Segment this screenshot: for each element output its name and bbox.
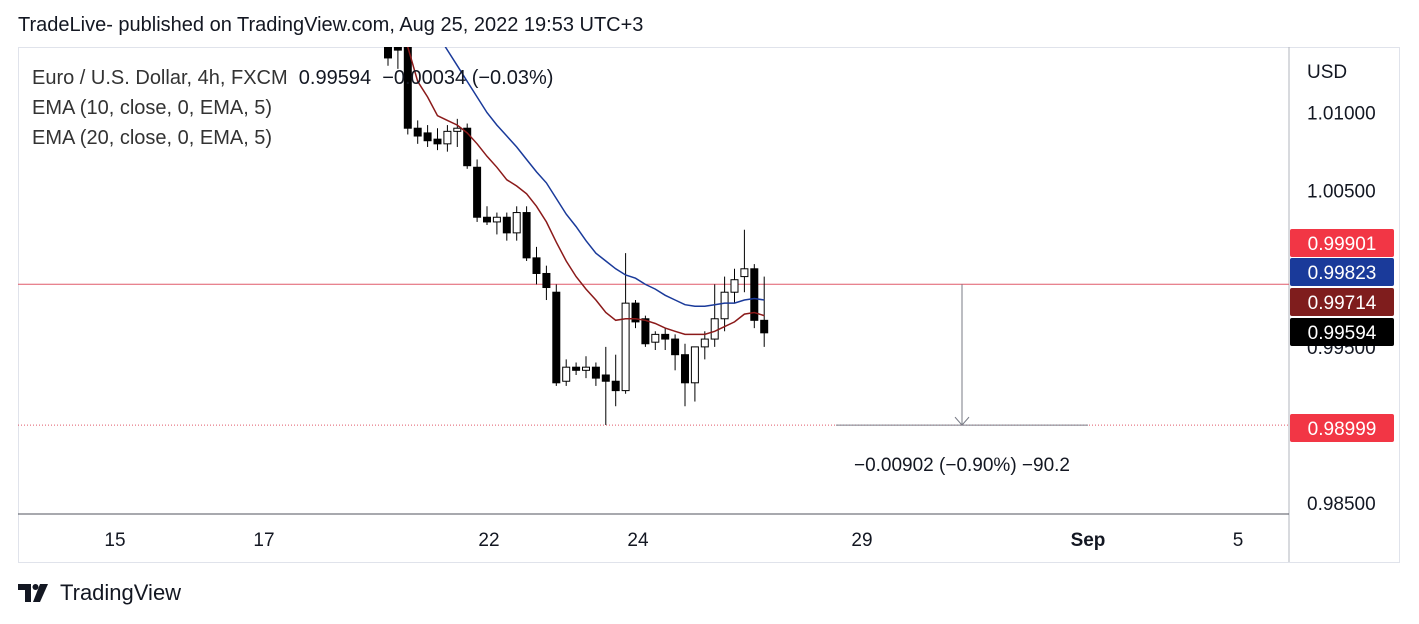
candle-up [443,130,452,145]
price-label-bg [1290,414,1394,442]
legend-change: −0.00034 (−0.03%) [382,67,554,89]
candle-down [423,132,432,142]
candle-up [700,338,709,348]
x-tick-label: 15 [104,530,125,551]
price-label-bg [1290,258,1394,286]
x-tick-label: 22 [478,530,499,551]
candle-up [512,212,521,234]
price-label: 0.99901 [1308,234,1377,255]
price-label: 0.99823 [1308,263,1377,284]
candle-up [621,302,630,392]
candle-down [552,291,561,384]
measure-arrow-head [954,416,970,426]
candle-down [661,333,670,340]
candle-up [690,346,699,384]
candle-down [671,338,680,356]
ema10-line [407,47,765,336]
candle-down [463,127,472,167]
legend-symbol-row: Euro / U.S. Dollar, 4h, FXCM 0.99594 −0.… [32,63,553,93]
candle-down [502,216,511,234]
candle-up [651,333,660,343]
candle-up [740,268,749,278]
chart-legend: Euro / U.S. Dollar, 4h, FXCM 0.99594 −0.… [32,63,553,153]
price-label-bg [1290,318,1394,346]
candle-up [720,291,729,320]
legend-ema10: EMA (10, close, 0, EMA, 5) [32,97,273,119]
y-tick-label: 1.01000 [1307,104,1376,125]
publish-header: TradeLive- published on TradingView.com,… [18,14,644,36]
candle-down [591,366,600,379]
price-label-bg [1290,288,1394,316]
candle-down [681,354,689,384]
price-label: 0.99594 [1308,323,1377,344]
measure-label: −0.00902 (−0.90%) −90.2 [854,455,1070,476]
candle-up [492,216,501,223]
candle-up [710,318,719,340]
y-tick-label: 1.00500 [1307,182,1376,203]
footer: TradingView [18,580,181,606]
candle-down [542,272,551,289]
candle-down [413,127,422,137]
legend-symbol: Euro / U.S. Dollar, 4h, FXCM [32,67,288,89]
x-tick-label: Sep [1071,530,1106,551]
x-tick-label: 17 [253,530,274,551]
candle-down [384,47,392,59]
candle-down [522,212,531,259]
candle-down [403,47,412,129]
price-label: 0.99714 [1308,293,1377,314]
candle-down [750,268,759,321]
candle-up [562,366,571,382]
tradingview-logo-icon [18,584,48,602]
x-tick-label: 29 [851,530,872,551]
currency-label: USD [1307,62,1347,83]
candle-down [631,302,640,323]
candle-down [473,166,482,218]
candle-up [730,279,739,293]
candle-down [611,380,620,392]
legend-last-value: 0.99594 [298,67,372,89]
y-tick-label: 0.98500 [1307,494,1376,515]
price-label: 0.98999 [1308,419,1377,440]
candle-down [532,257,541,274]
candle-down [393,47,402,51]
x-tick-label: 5 [1233,530,1244,551]
candle-down [601,374,610,382]
price-label-bg [1290,229,1394,257]
candles-group [384,47,769,425]
candle-up [453,127,462,132]
candle-down [483,216,491,223]
x-tick-label: 24 [627,530,649,551]
legend-ema20: EMA (20, close, 0, EMA, 5) [32,127,273,149]
candle-down [572,366,581,371]
chart-frame[interactable] [18,47,1400,563]
candle-up [582,366,590,371]
candle-down [433,138,442,145]
candle-down [641,318,650,345]
candle-down [760,319,769,334]
footer-brand: TradingView [60,580,182,605]
ema20-line [444,47,765,308]
